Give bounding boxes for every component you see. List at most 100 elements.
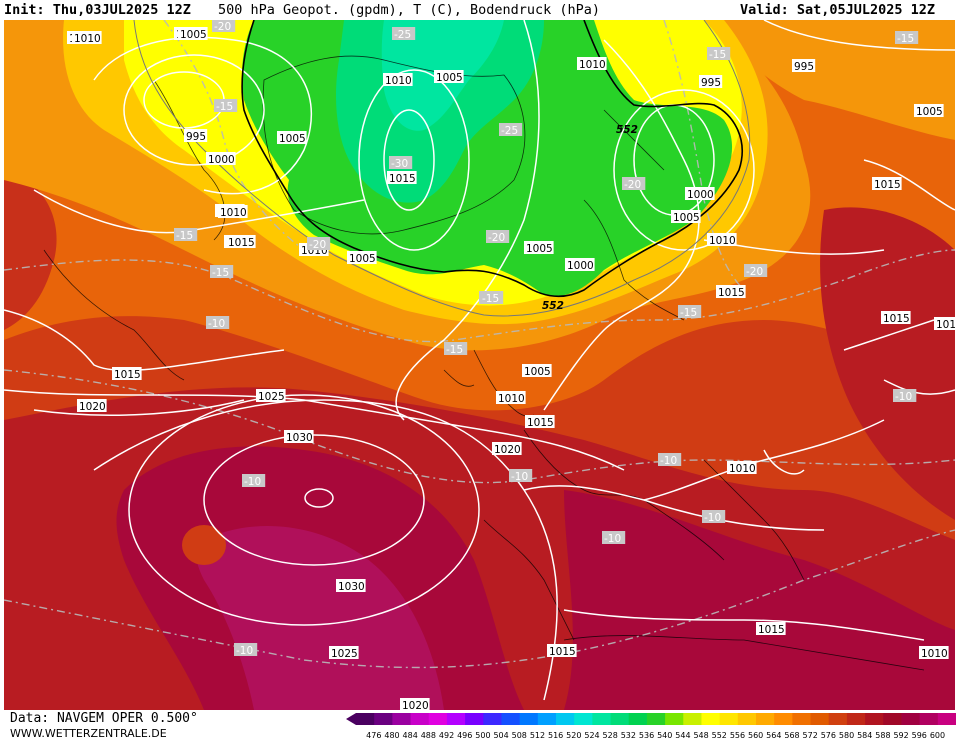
svg-text:1025: 1025 xyxy=(258,391,285,403)
svg-text:1020: 1020 xyxy=(79,401,106,413)
colorbar-tick-label: 512 xyxy=(530,731,545,740)
colorbar-swatch xyxy=(392,713,412,725)
colorbar-swatch xyxy=(556,713,575,725)
colorbar-tick-label: 528 xyxy=(603,731,618,740)
isobar-label: 1015 xyxy=(756,622,786,636)
isotherm-label: -10 xyxy=(893,389,917,403)
svg-text:-10: -10 xyxy=(704,512,721,524)
isobar-label: 1010 xyxy=(707,233,737,247)
isotherm-label: -20 xyxy=(307,237,331,251)
isotherm-label: -15 xyxy=(480,291,504,305)
svg-text:1005: 1005 xyxy=(180,29,207,41)
colorbar-swatch xyxy=(737,713,757,725)
svg-text:1005: 1005 xyxy=(279,133,306,145)
svg-text:-25: -25 xyxy=(501,125,518,137)
svg-text:-15: -15 xyxy=(709,49,726,61)
svg-text:995: 995 xyxy=(186,131,206,143)
svg-text:-10: -10 xyxy=(208,318,225,330)
field-584-med xyxy=(564,490,955,710)
isobar-label: 1005 xyxy=(434,70,464,84)
colorbar-arrow-left xyxy=(346,713,356,725)
isobar-label: 1020 xyxy=(400,698,430,710)
colorbar-swatch xyxy=(756,713,775,725)
isobar-label: 1005 xyxy=(671,210,701,224)
isobar-label: 1005 xyxy=(522,364,552,378)
svg-text:-10: -10 xyxy=(511,471,528,483)
colorbar-swatch xyxy=(901,713,921,725)
colorbar-swatch xyxy=(846,713,866,725)
colorbar-tick-label: 596 xyxy=(912,731,927,740)
colorbar-tick-label: 532 xyxy=(621,731,636,740)
isobar-label: 995 xyxy=(792,59,816,73)
svg-text:-15: -15 xyxy=(680,307,697,319)
isobar-label: 1015 xyxy=(547,644,577,658)
svg-text:1010: 1010 xyxy=(921,648,948,660)
footer: Data: NAVGEM OPER 0.500° WWW.WETTERZENTR… xyxy=(0,710,959,741)
svg-text:1015: 1015 xyxy=(549,646,576,658)
isobar-label: 1030 xyxy=(336,579,366,593)
colorbar-tick-label: 576 xyxy=(821,731,836,740)
isobar-label: 1025 xyxy=(256,389,286,403)
colorbar-swatch xyxy=(446,713,466,725)
isobar-label: 1015 xyxy=(387,171,417,185)
svg-text:1000: 1000 xyxy=(567,260,594,272)
isotherm-label: -25 xyxy=(499,123,523,137)
colorbar-tick-label: 484 xyxy=(403,731,418,740)
data-source: Data: NAVGEM OPER 0.500° xyxy=(10,711,198,726)
isotherm-label: -20 xyxy=(212,20,236,33)
svg-text:1010: 1010 xyxy=(709,235,736,247)
colorbar-tick-label: 592 xyxy=(893,731,908,740)
colorbar-tick-label: 536 xyxy=(639,731,654,740)
isobar-label: 1010 xyxy=(934,317,955,331)
svg-text:1005: 1005 xyxy=(524,366,551,378)
isobar-label: 1000 xyxy=(206,152,236,166)
weather-map: 1010100599510001005101010151010100510151… xyxy=(4,20,955,710)
isobar-label: 1000 xyxy=(565,258,595,272)
svg-text:-20: -20 xyxy=(624,179,641,191)
valid-time: Valid: Sat,05JUL2025 12Z xyxy=(740,2,936,18)
isobar-label: 1005 xyxy=(178,27,208,41)
isobar-label: 995 xyxy=(184,129,208,143)
isotherm-label: -15 xyxy=(678,305,702,319)
svg-text:1010: 1010 xyxy=(579,59,606,71)
isobar-label: 1015 xyxy=(112,367,142,381)
svg-text:1000: 1000 xyxy=(208,154,235,166)
colorbar-swatch xyxy=(628,713,648,725)
svg-text:1005: 1005 xyxy=(916,106,943,118)
isobar-label: 1005 xyxy=(914,104,944,118)
svg-text:1015: 1015 xyxy=(883,313,910,325)
isobar-label: 1010 xyxy=(72,31,102,45)
colorbar-tick-label: 568 xyxy=(784,731,799,740)
colorbar-tick-label: 556 xyxy=(730,731,745,740)
colorbar-tick-label: 520 xyxy=(566,731,581,740)
isobar-label: 1010 xyxy=(919,646,949,660)
svg-text:-10: -10 xyxy=(236,645,253,657)
svg-text:1005: 1005 xyxy=(673,212,700,224)
colorbar-tick-label: 572 xyxy=(803,731,818,740)
svg-text:-15: -15 xyxy=(446,344,463,356)
svg-text:1005: 1005 xyxy=(436,72,463,84)
isobar-label: 1010 xyxy=(496,391,526,405)
colorbar-swatch xyxy=(574,713,593,725)
colorbar-tick-label: 476 xyxy=(366,731,381,740)
contour-552 xyxy=(241,20,743,298)
colorbar-tick-label: 480 xyxy=(384,731,399,740)
colorbar-tick-label: 492 xyxy=(439,731,454,740)
colorbar-tick-label: 500 xyxy=(475,731,490,740)
svg-text:-15: -15 xyxy=(897,33,914,45)
svg-text:1010: 1010 xyxy=(936,319,955,331)
svg-text:-10: -10 xyxy=(660,455,677,467)
svg-text:-15: -15 xyxy=(176,230,193,242)
isobar-label: 1020 xyxy=(492,442,522,456)
field-584-east xyxy=(820,207,955,521)
isobar-label: 1015 xyxy=(716,285,746,299)
colorbar-swatch xyxy=(483,713,502,725)
isotherm-label: -10 xyxy=(234,643,258,657)
svg-text:-25: -25 xyxy=(394,29,411,41)
isobar-label: 1010 xyxy=(577,57,607,71)
colorbar-swatch xyxy=(428,713,448,725)
svg-text:1005: 1005 xyxy=(526,243,553,255)
colorbar-tick-label: 540 xyxy=(657,731,672,740)
svg-text:1005: 1005 xyxy=(349,253,376,265)
isotherm-label: -15 xyxy=(707,47,731,61)
